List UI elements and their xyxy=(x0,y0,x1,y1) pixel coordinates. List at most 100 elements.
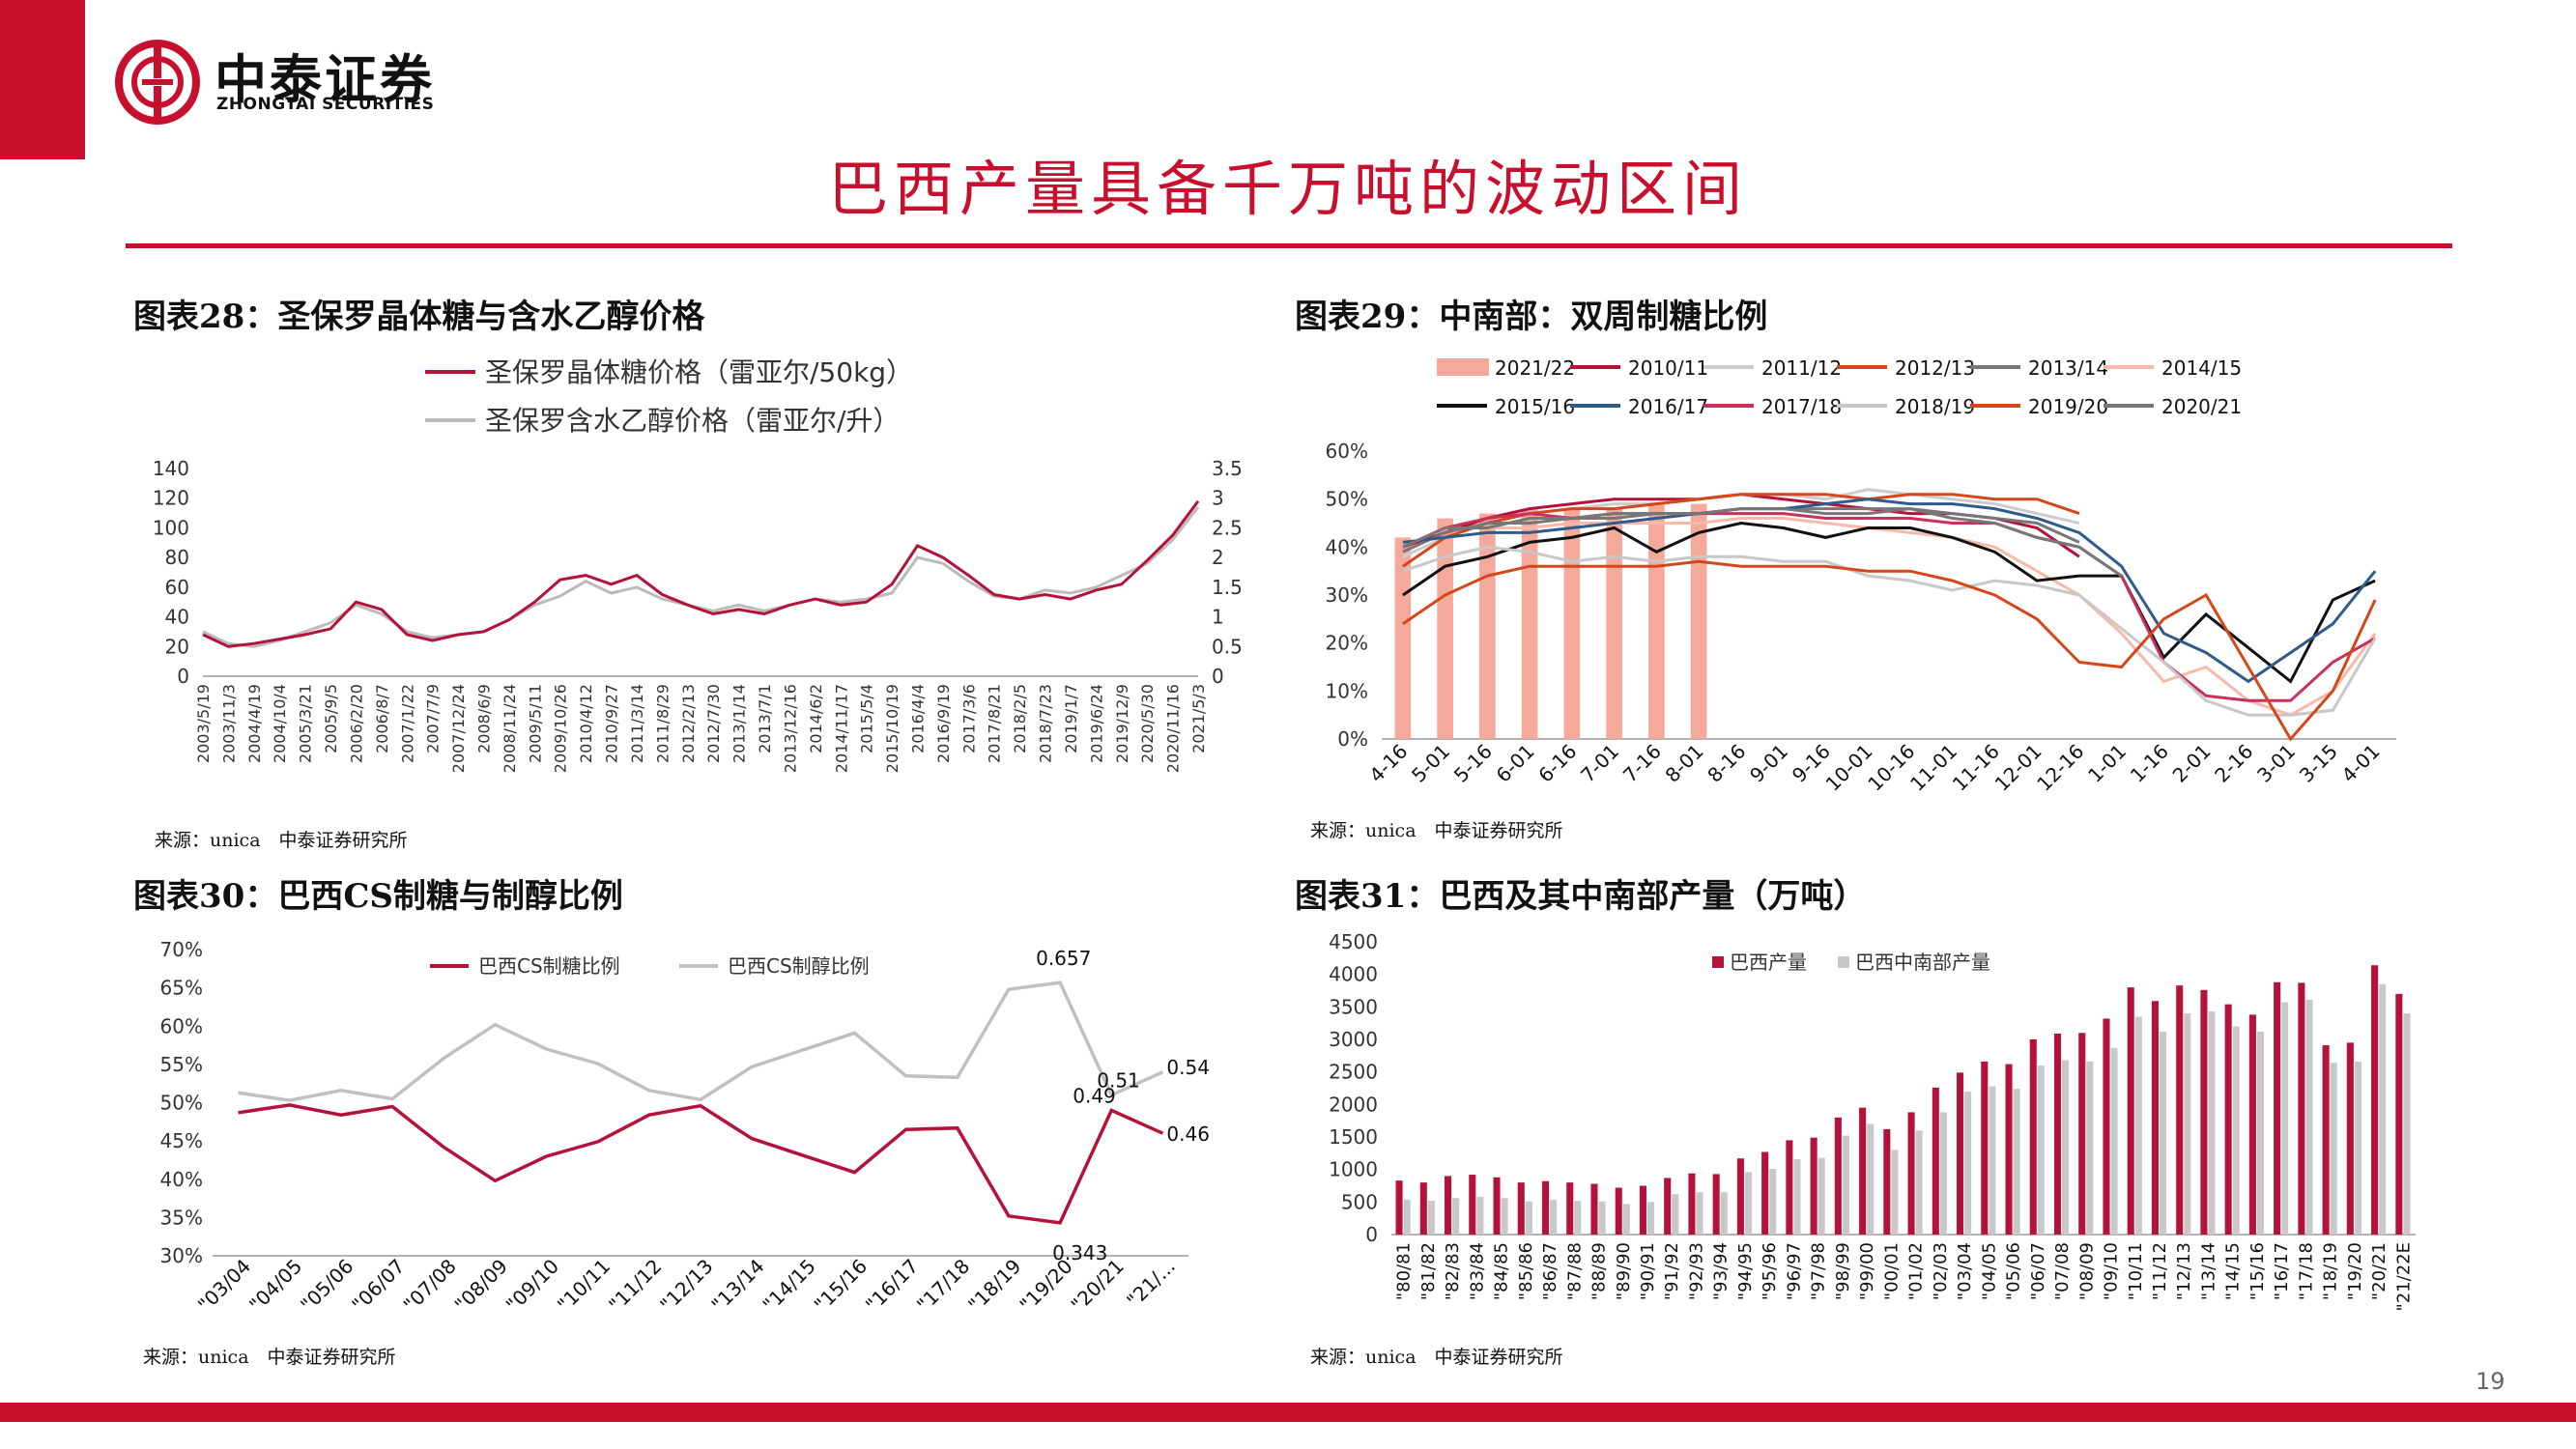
bar-center-south xyxy=(1964,1091,1972,1235)
x-tick-label: "12/13 xyxy=(655,1255,717,1317)
x-tick-label: "18/19 xyxy=(963,1255,1025,1317)
x-tick-label: "16/17 xyxy=(861,1255,923,1317)
x-tick-label: 1-16 xyxy=(2126,740,2173,787)
legend-label: 2010/11 xyxy=(1628,356,1708,380)
x-tick-label: 2012/7/30 xyxy=(704,684,723,763)
x-tick-label: "04/05 xyxy=(1979,1242,1999,1300)
x-tick-label: 2020/11/16 xyxy=(1164,684,1183,773)
y-tick-label: 60% xyxy=(1326,440,1368,463)
bar-center-south xyxy=(1525,1201,1532,1235)
x-tick-label: 4-01 xyxy=(2337,740,2385,787)
x-tick-label: 2013/12/16 xyxy=(781,684,799,773)
bar-brazil xyxy=(2346,1042,2354,1235)
bar-brazil xyxy=(2176,985,2184,1235)
x-tick-label: "07/08 xyxy=(399,1255,461,1317)
y-tick-label: 65% xyxy=(160,977,203,1000)
x-tick-label: "14/15 xyxy=(758,1255,820,1317)
x-tick-label: "12/13 xyxy=(2174,1242,2194,1300)
chart-28-source: 来源：unica 中泰证券研究所 xyxy=(155,830,408,851)
bar-brazil xyxy=(1932,1087,1939,1235)
y-tick-label: 40% xyxy=(1326,535,1368,558)
x-tick-label: 2008/11/24 xyxy=(501,684,519,773)
x-tick-label: 2014/11/17 xyxy=(832,684,850,773)
x-tick-label: 2013/7/1 xyxy=(756,684,774,753)
bar-brazil xyxy=(1786,1140,1793,1235)
bar-brazil xyxy=(1907,1112,1915,1235)
x-tick-label: "15/16 xyxy=(2247,1242,2268,1300)
x-tick-label: "90/91 xyxy=(1638,1242,1658,1300)
data-label: 0.51 xyxy=(1097,1069,1140,1093)
bar-center-south xyxy=(1574,1200,1582,1235)
x-tick-label: 2016/9/19 xyxy=(934,684,953,763)
chart-31-title: 图表31：巴西及其中南部产量（万吨） xyxy=(1295,877,1867,916)
y-tick-label: 50% xyxy=(160,1092,203,1115)
x-tick-label: 2003/5/19 xyxy=(194,684,213,763)
bar-brazil xyxy=(1590,1183,1598,1235)
x-tick-label: "84/85 xyxy=(1492,1242,1512,1300)
bar-brazil xyxy=(1736,1158,1744,1235)
y-left-tick-label: 140 xyxy=(153,457,189,480)
bar-brazil xyxy=(2053,1033,2062,1235)
data-label: 0.657 xyxy=(1036,947,1091,970)
y-right-tick-label: 0.5 xyxy=(1212,635,1243,658)
x-tick-label: "81/82 xyxy=(1418,1242,1439,1300)
x-tick-label: 7-01 xyxy=(1576,740,1623,787)
series-line xyxy=(238,1103,1164,1225)
x-tick-label: 2021/5/3 xyxy=(1189,684,1208,753)
x-tick-label: "10/11 xyxy=(2126,1242,2146,1300)
x-tick-label: 2020/5/30 xyxy=(1138,684,1157,763)
x-tick-label: 2017/3/6 xyxy=(959,684,978,753)
x-tick-label: "85/86 xyxy=(1516,1242,1536,1300)
x-tick-label: 6-16 xyxy=(1533,740,1581,787)
x-tick-label: 2005/3/21 xyxy=(297,684,315,763)
bar-brazil xyxy=(2078,1033,2086,1235)
bar-center-south xyxy=(2379,983,2387,1235)
bar-center-south xyxy=(1452,1198,1460,1235)
bar-center-south xyxy=(2110,1047,2118,1235)
legend-label: 圣保罗晶体糖价格（雷亚尔/50kg） xyxy=(485,356,913,388)
y-tick-label: 1000 xyxy=(1329,1158,1378,1181)
bar-center-south xyxy=(2086,1061,2094,1235)
x-tick-label: "06/07 xyxy=(347,1255,409,1317)
x-tick-label: "13/14 xyxy=(2198,1242,2218,1300)
x-tick-label: 2013/1/14 xyxy=(730,684,749,763)
bar-brazil xyxy=(1639,1185,1646,1235)
bar-center-south xyxy=(1818,1157,1825,1235)
bar-brazil xyxy=(2127,987,2134,1235)
bar-brazil xyxy=(2298,982,2305,1235)
legend-label: 2021/22 xyxy=(1495,356,1575,380)
bar-center-south xyxy=(2159,1031,2167,1235)
x-tick-label: 2-01 xyxy=(2168,740,2216,787)
bar-brazil xyxy=(2103,1018,2110,1235)
y-tick-label: 0 xyxy=(1365,1223,1378,1246)
legend-label: 2013/14 xyxy=(2028,356,2108,380)
series-line xyxy=(1402,507,2123,578)
x-tick-label: "11/12 xyxy=(604,1255,666,1317)
chart-31-source: 来源：unica 中泰证券研究所 xyxy=(1310,1347,1563,1368)
bar-center-south xyxy=(2330,1063,2337,1235)
chart-31-brazil-production: 巴西产量 巴西中南部产量 0 500 1000 1500 2000 2500 3000 3500 4… xyxy=(1329,930,2416,1312)
y-right-tick-label: 1.5 xyxy=(1212,576,1243,599)
y-right-tick-label: 3.5 xyxy=(1212,457,1243,480)
bar-center-south xyxy=(2232,1026,2240,1235)
series-line xyxy=(1402,559,2377,742)
bar-center-south xyxy=(2184,1013,2191,1235)
y-tick-label: 2500 xyxy=(1329,1061,1378,1084)
bar-center-south xyxy=(1915,1130,1923,1235)
bar-brazil xyxy=(1957,1072,1964,1235)
series-line xyxy=(238,980,1164,1102)
x-tick-label: "20/21 xyxy=(2369,1242,2390,1300)
series-line xyxy=(1402,493,2080,568)
bar-2021-22 xyxy=(1394,537,1412,739)
bar-center-south xyxy=(1769,1168,1777,1235)
x-tick-label: "06/07 xyxy=(2028,1242,2048,1300)
x-tick-label: "16/17 xyxy=(2272,1242,2292,1300)
chart-30-source: 来源：unica 中泰证券研究所 xyxy=(143,1347,396,1368)
x-tick-label: "95/96 xyxy=(1760,1242,1780,1300)
x-tick-label: "82/83 xyxy=(1443,1242,1463,1300)
bar-brazil xyxy=(1688,1173,1696,1235)
bar-brazil xyxy=(1761,1151,1769,1235)
y-right-tick-label: 0 xyxy=(1212,665,1224,688)
x-tick-label: 11-01 xyxy=(1905,740,1961,796)
bar-brazil xyxy=(2151,1001,2159,1235)
